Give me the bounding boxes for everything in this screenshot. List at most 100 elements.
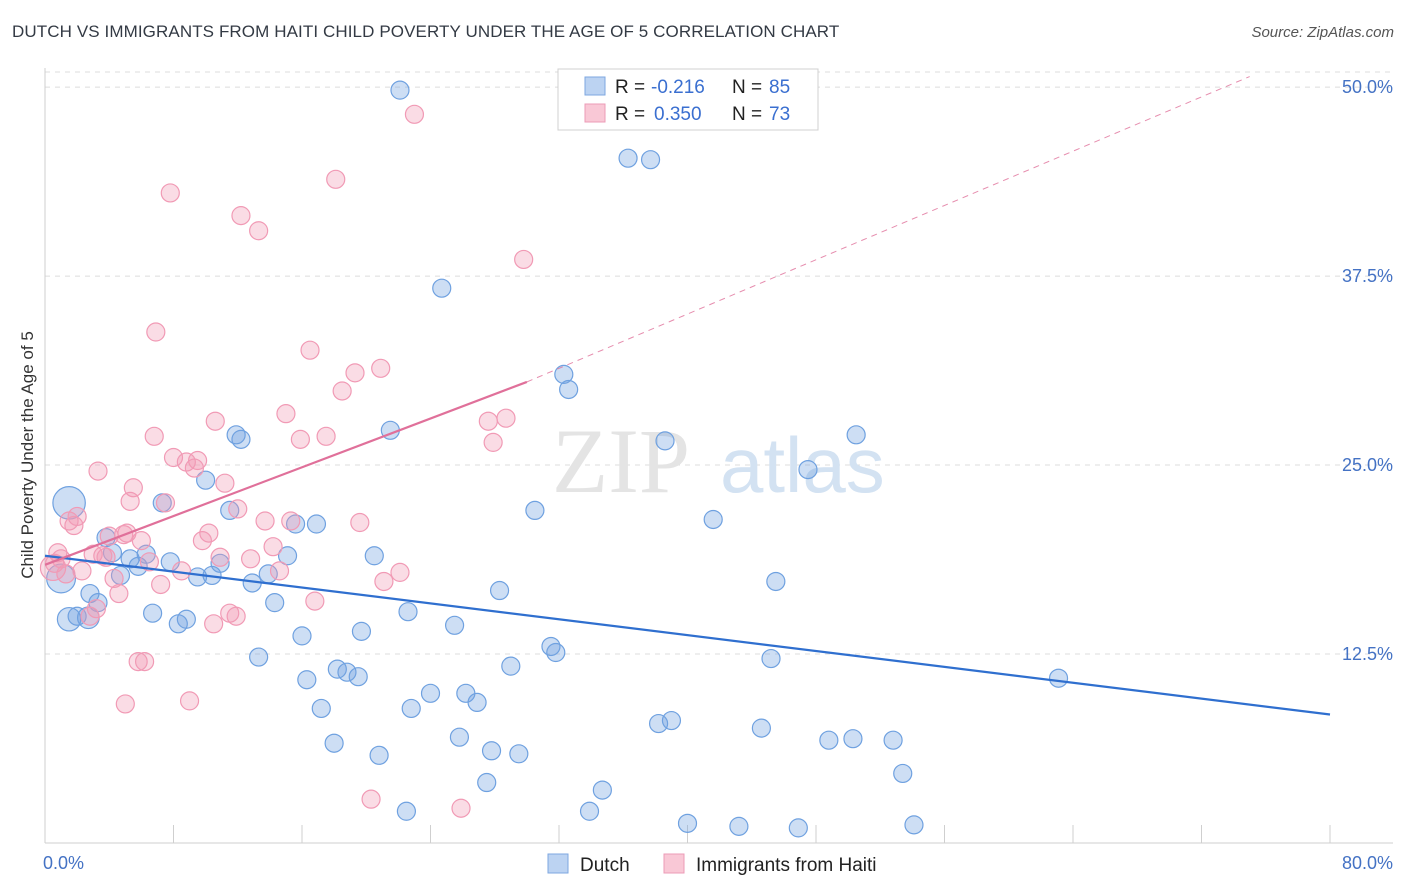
dutch-point — [525, 500, 545, 521]
haiti-point — [374, 571, 394, 592]
dutch-point — [883, 730, 903, 750]
haiti-points — [39, 104, 534, 818]
dutch-point — [297, 670, 317, 690]
dutch-point — [554, 364, 574, 384]
haiti-point — [255, 511, 275, 531]
dutch-point — [1048, 668, 1069, 688]
dutch-point — [401, 698, 421, 719]
dutch-point — [311, 698, 331, 719]
legend-n-value-dutch: 85 — [769, 77, 790, 98]
haiti-point — [371, 358, 391, 378]
dutch-point — [819, 730, 839, 750]
y-tick-label: 25.0% — [1342, 455, 1393, 475]
haiti-point — [345, 363, 365, 383]
dutch-point — [661, 710, 682, 731]
dutch-point — [432, 278, 452, 298]
dutch-point — [579, 801, 600, 821]
haiti-point — [139, 552, 160, 572]
dutch-point — [904, 815, 924, 835]
bottom-legend-swatch-haiti — [663, 853, 685, 874]
haiti-point — [131, 531, 151, 551]
haiti-point — [483, 432, 503, 452]
haiti-point — [187, 450, 208, 471]
haiti-point — [451, 798, 471, 818]
y-tick-label: 50.0% — [1342, 77, 1393, 97]
haiti-point — [56, 564, 76, 584]
dutch-point — [364, 546, 384, 566]
dutch-point — [766, 571, 786, 592]
haiti-point — [350, 512, 370, 533]
dutch-point — [306, 514, 327, 534]
haiti-point — [163, 447, 184, 468]
dutch-point — [210, 553, 230, 573]
dutch-point — [337, 662, 357, 682]
legend-swatch-haiti — [584, 103, 606, 123]
legend-swatch-dutch — [584, 76, 606, 96]
dutch-point — [348, 667, 368, 687]
dutch-point — [396, 801, 417, 821]
dutch-point — [477, 772, 497, 793]
dutch-point — [640, 150, 661, 170]
dutch-point — [390, 80, 410, 100]
haiti-point — [109, 583, 129, 604]
dutch-point — [398, 602, 418, 622]
haiti-point — [67, 506, 87, 527]
y-tick-label: 12.5% — [1342, 644, 1393, 664]
dutch-point — [592, 780, 612, 800]
dutch-point — [220, 500, 240, 521]
bottom-legend-label-dutch: Dutch — [580, 855, 630, 876]
dutch-point — [420, 683, 441, 703]
bottom-legend: Dutch Immigrants from Haiti — [547, 853, 877, 876]
haiti-point — [215, 473, 235, 493]
haiti-point — [146, 322, 166, 342]
legend-r-value-haiti: 0.350 — [654, 104, 702, 125]
haiti-point — [226, 606, 246, 626]
dutch-point — [798, 459, 818, 480]
trend-lines — [44, 76, 1331, 716]
haiti-point — [404, 104, 425, 124]
legend-r-label-dutch: R = — [615, 77, 645, 98]
dutch-point — [369, 745, 389, 765]
dutch-point — [277, 546, 298, 566]
haiti-point — [160, 183, 180, 203]
y-tick-labels: 12.5% 25.0% 37.5% 50.0% — [1342, 77, 1393, 664]
haiti-point — [390, 562, 410, 582]
dutch-point — [489, 580, 510, 601]
dutch-point — [546, 642, 566, 663]
haiti-point — [281, 511, 301, 531]
haiti-point — [305, 591, 325, 611]
haiti-point — [263, 537, 283, 557]
dutch-point — [618, 148, 638, 168]
y-axis-label: Child Poverty Under the Age of 5 — [18, 331, 37, 579]
watermark: ZIP atlas — [552, 410, 885, 512]
dutch-point — [176, 609, 196, 629]
y-tick-label: 37.5% — [1342, 266, 1393, 286]
legend: R = -0.216 N = 85 R = 0.350 N = 73 — [557, 68, 819, 131]
dutch-point — [703, 509, 723, 530]
haiti-trend-line — [44, 380, 528, 566]
haiti-point — [205, 411, 225, 431]
dutch-trend-line — [44, 554, 1331, 716]
dutch-point — [265, 593, 285, 613]
dutch-point — [249, 647, 269, 667]
legend-n-value-haiti: 73 — [769, 104, 790, 125]
dutch-point — [677, 813, 698, 833]
chart-source: Source: ZipAtlas.com — [1251, 24, 1394, 41]
haiti-point — [123, 478, 143, 498]
axes — [44, 68, 1393, 844]
haiti-point — [332, 381, 352, 401]
watermark-zip: ZIP — [552, 410, 690, 512]
bottom-legend-label-haiti: Immigrants from Haiti — [696, 855, 877, 876]
haiti-point — [228, 499, 248, 519]
haiti-point — [249, 221, 269, 241]
haiti-point — [241, 549, 261, 569]
dutch-point — [481, 741, 502, 761]
watermark-atlas: atlas — [720, 421, 885, 509]
dutch-point — [788, 818, 808, 838]
dutch-point — [143, 603, 163, 623]
haiti-point — [93, 546, 113, 566]
dutch-point — [501, 656, 521, 676]
haiti-point — [155, 493, 176, 513]
haiti-point — [204, 614, 224, 634]
